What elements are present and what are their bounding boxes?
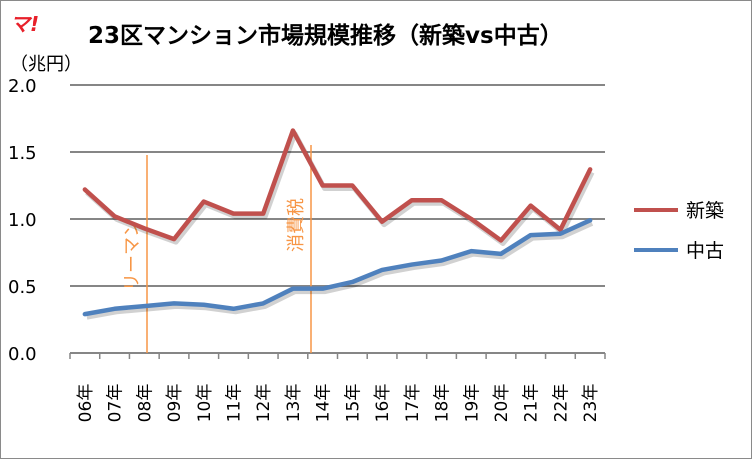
- x-tick-label: 17年: [403, 384, 423, 423]
- y-tick-label: 1.0: [8, 210, 37, 231]
- x-tick-label: 19年: [462, 384, 482, 423]
- x-tick-label: 22年: [551, 384, 571, 423]
- x-tick-label: 13年: [284, 384, 304, 423]
- x-tick-label: 10年: [195, 384, 215, 423]
- x-tick-label: 21年: [522, 384, 542, 423]
- x-tick-label: 08年: [135, 384, 155, 423]
- x-tick-label: 16年: [373, 384, 393, 423]
- y-tick-label: 1.5: [8, 143, 37, 164]
- series-line-shinchiku: [82, 128, 593, 243]
- legend-item-chuko: 中古: [634, 236, 724, 263]
- x-tick-label: 12年: [254, 384, 274, 423]
- y-tick-label: 0.0: [8, 344, 37, 365]
- x-tick-label: 14年: [314, 384, 334, 423]
- y-axis-unit: （兆円）: [10, 54, 82, 75]
- x-tick-label: 20年: [492, 384, 512, 423]
- y-tick-label: 0.5: [8, 277, 37, 298]
- legend-label: 新築: [686, 200, 725, 222]
- x-tick-label: 18年: [433, 384, 453, 423]
- x-tick-label: 11年: [224, 384, 244, 423]
- series-line-chuko: [82, 218, 593, 317]
- x-tick-label: 15年: [343, 384, 363, 423]
- x-tick-label: 23年: [581, 384, 601, 423]
- x-tick-label: 06年: [76, 384, 96, 423]
- y-tick-label: 2.0: [8, 76, 37, 97]
- series-shadow: [85, 131, 595, 246]
- chart-title: 23区マンション市場規模推移（新築vs中古）: [88, 23, 563, 49]
- x-tick-label: 07年: [106, 384, 126, 423]
- annotation-label: 消費税: [286, 198, 307, 252]
- series-shadow: [86, 221, 594, 320]
- legend-label: 中古: [686, 240, 725, 262]
- legend-swatch: [634, 247, 678, 252]
- legend-swatch: [634, 207, 678, 212]
- legend-item-shinchiku: 新築: [634, 196, 724, 223]
- x-tick-label: 09年: [165, 384, 185, 423]
- logo: マ!: [10, 12, 40, 36]
- annotation-label: リーマン: [122, 219, 143, 291]
